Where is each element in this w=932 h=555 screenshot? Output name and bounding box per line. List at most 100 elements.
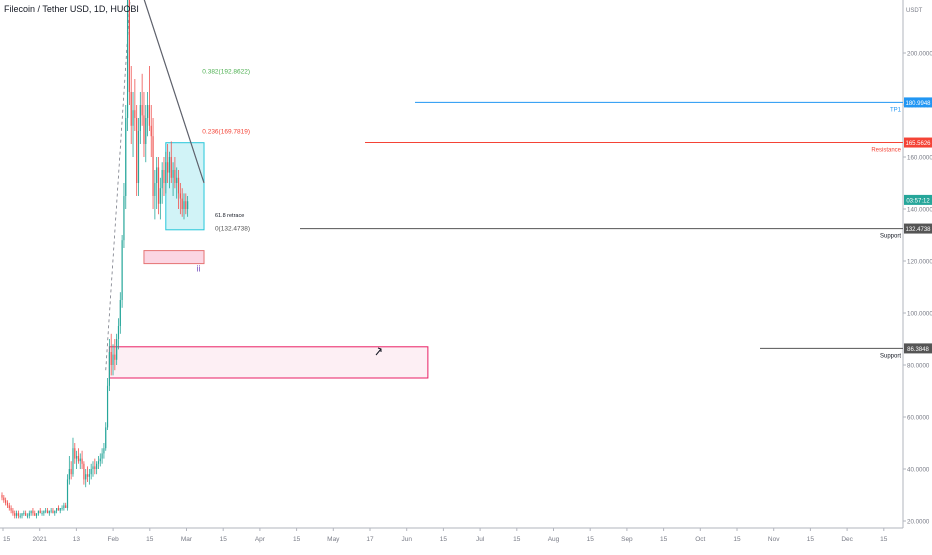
candle-body [28, 513, 30, 516]
candle-body [176, 177, 178, 183]
x-tick-label: Feb [107, 536, 119, 543]
x-tick-label: 15 [3, 536, 11, 543]
breakout-arrow [375, 347, 382, 356]
candle-body [39, 510, 41, 514]
candle-body [81, 458, 83, 464]
candle-body [174, 170, 176, 183]
candle-body [105, 427, 107, 449]
candle-body [143, 115, 145, 144]
candle-body [172, 170, 174, 178]
candle-body [48, 510, 50, 514]
x-tick-label: May [327, 536, 340, 543]
candle-body [25, 513, 27, 516]
chart-title: Filecoin / Tether USD, 1D, HUOBI [4, 4, 139, 14]
x-tick-label: 17 [366, 536, 374, 543]
candle-body [10, 508, 12, 511]
price-tag-label: 165.5626 [905, 141, 931, 147]
candle-body [90, 469, 92, 475]
candle-body [96, 463, 98, 469]
candle-body [103, 448, 105, 454]
candle-body [106, 385, 109, 428]
candle-body [132, 110, 134, 126]
x-tick-label: 15 [293, 536, 301, 543]
fib-label: 0(132.4738) [215, 226, 250, 233]
candle-body [19, 515, 21, 517]
candle-body [63, 505, 65, 508]
candle-body [85, 474, 87, 480]
x-tick-label: Aug [548, 536, 560, 543]
candle-body [83, 463, 85, 480]
fib-label: 0.236(169.7819) [202, 129, 250, 136]
x-tick-label: Sep [621, 536, 633, 543]
zone-support-zone [108, 346, 429, 379]
candle-body [141, 105, 143, 116]
x-tick-label: Oct [695, 536, 705, 543]
candle-body [45, 510, 47, 512]
candle-body [66, 479, 69, 508]
x-tick-label: 15 [880, 536, 888, 543]
x-tick-label: 15 [220, 536, 228, 543]
price-tag [904, 223, 932, 234]
candle-body [161, 170, 163, 189]
candle-body [165, 162, 167, 183]
x-tick-label: 15 [587, 536, 595, 543]
x-tick-label: 15 [513, 536, 521, 543]
x-tick-label: Mar [181, 536, 193, 543]
y-tick-label: 120.0000 [907, 259, 932, 266]
level-label: TP1 [890, 107, 902, 113]
wave-label: ii [197, 263, 201, 273]
candle-body [32, 510, 34, 514]
candle-body [157, 167, 160, 204]
x-tick-label: 15 [146, 536, 154, 543]
x-tick-label: Jul [476, 536, 485, 543]
last-price-tag [904, 194, 932, 205]
x-tick-label: 13 [73, 536, 81, 543]
y-tick-label: 80.0000 [907, 363, 930, 370]
candle-body [56, 508, 58, 511]
price-tag [904, 137, 932, 148]
candle-body [168, 157, 171, 173]
candle-body [12, 510, 14, 514]
candle-body [134, 110, 136, 118]
candle-body [76, 456, 78, 459]
candle-body [3, 497, 5, 501]
candle-body [35, 513, 38, 516]
candle-body [154, 183, 156, 196]
candle-body [21, 513, 23, 516]
x-tick-label: 2021 [32, 536, 47, 543]
candle-body [26, 515, 29, 517]
candle-body [8, 505, 10, 508]
candle-body [77, 456, 80, 462]
x-tick-label: 15 [733, 536, 741, 543]
candle-body [79, 458, 81, 462]
zone-red-box [143, 250, 205, 265]
candle-body [110, 352, 112, 365]
y-tick-label: 40.0000 [907, 467, 930, 474]
candle-body [68, 469, 70, 480]
x-tick-label: Jun [401, 536, 412, 543]
candle-body [116, 339, 118, 360]
candle-body [88, 474, 90, 477]
candle-body [30, 510, 32, 514]
x-tick-label: 15 [807, 536, 815, 543]
candle-body [150, 125, 152, 137]
candle-body [59, 508, 61, 511]
fib-label: 0.382(192.8622) [202, 69, 250, 76]
y-tick-label: 160.0000 [907, 155, 932, 162]
candle-body [14, 513, 16, 516]
level-label: Resistance [871, 148, 901, 154]
price-tag [904, 343, 932, 354]
price-tag-label: 132.4738 [905, 227, 931, 233]
candle-body [163, 170, 165, 183]
candle-body [139, 105, 141, 131]
candle-body [17, 513, 19, 516]
candle-body [101, 453, 103, 459]
y-tick-label: 140.0000 [907, 207, 932, 214]
candle-body [94, 466, 96, 469]
x-tick-label: Nov [768, 536, 780, 543]
y-tick-label: 20.0000 [907, 519, 930, 526]
candle-body [34, 513, 36, 516]
candle-body [148, 105, 151, 126]
